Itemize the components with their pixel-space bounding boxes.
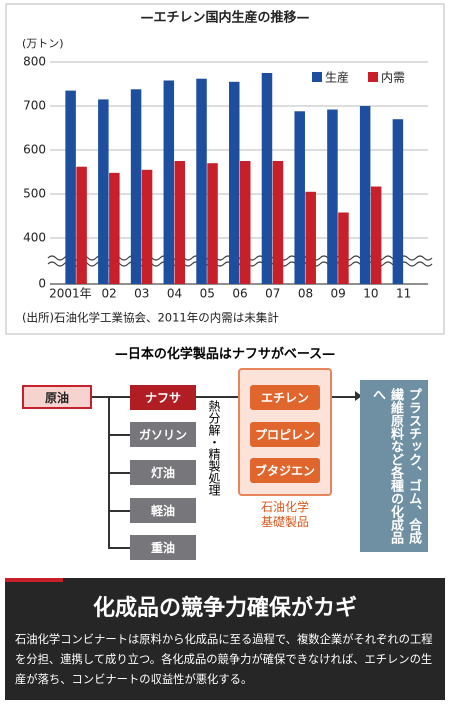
bar	[65, 90, 76, 284]
arrow-head	[355, 391, 362, 401]
output-label: プラスチック、ゴム、合成繊維原料など各種の化成品へ	[370, 388, 421, 544]
product-node: ガソリン	[130, 422, 196, 447]
basic-node: ブタジエン	[250, 458, 320, 483]
x-tick-label: 03	[134, 287, 149, 301]
bar	[305, 191, 316, 284]
body: 石油化学コンビナートは原料から化成品に至る過程で、複数企業がそれぞれの工程を分担…	[15, 633, 433, 686]
y-tick-label: 800	[23, 55, 46, 69]
chart-frame	[5, 3, 445, 335]
bar	[207, 163, 218, 284]
basic-label: 石油化学基礎製品	[260, 500, 309, 529]
x-tick-label: 09	[331, 287, 346, 301]
bar	[294, 111, 305, 284]
chart-title: —エチレン国内生産の推移—	[140, 10, 309, 26]
x-tick-label: 02	[101, 287, 116, 301]
x-tick-label: 08	[298, 287, 313, 301]
bar	[359, 106, 371, 284]
x-tick-label: 05	[200, 287, 215, 301]
arrow	[108, 510, 130, 512]
product-node: 軽油	[130, 498, 196, 523]
basic-node: プロピレン	[250, 422, 320, 447]
bar	[141, 169, 153, 284]
bar	[327, 109, 338, 285]
arrow	[108, 547, 130, 549]
bar	[261, 73, 273, 284]
diagram-title: —日本の化学製品はナフサがベース—	[114, 347, 336, 362]
y-tick-label: 400	[23, 231, 46, 245]
legend-swatch	[368, 72, 378, 82]
y-axis-label: (万トン)	[22, 37, 64, 50]
crude-node: 原油	[22, 385, 92, 409]
legend-label: 内需	[381, 71, 405, 85]
arrow	[196, 396, 240, 398]
process-label: 熱分解・精製処理	[207, 400, 221, 496]
x-tick-label: 07	[265, 287, 280, 301]
chart: —エチレン国内生産の推移— (万トン) (出所)石油化学工業協会、2011年の内…	[5, 3, 445, 335]
arrow	[332, 396, 356, 398]
x-tick-label: 10	[363, 287, 378, 301]
product-node: 重油	[130, 535, 196, 560]
bar	[109, 172, 120, 284]
bar	[196, 78, 207, 284]
bar	[163, 80, 175, 284]
accent	[5, 578, 63, 582]
bar	[98, 99, 109, 285]
x-tick-label: 06	[232, 287, 247, 301]
y-tick-label: 0	[38, 277, 46, 291]
legend-label: 生産	[325, 70, 349, 85]
bar	[174, 161, 186, 284]
source-note: (出所)石油化学工業協会、2011年の内需は未集計	[22, 311, 279, 325]
bar	[229, 81, 240, 284]
basic-node: エチレン	[250, 385, 320, 410]
y-tick-label: 600	[23, 143, 46, 157]
product-node: 灯油	[130, 460, 196, 485]
y-tick-label: 700	[23, 99, 46, 113]
naphtha-node: ナフサ	[130, 385, 196, 410]
x-tick-label: 04	[167, 287, 182, 301]
bar	[392, 119, 404, 284]
y-tick-label: 500	[23, 187, 46, 201]
legend-swatch	[312, 72, 322, 82]
output-box	[360, 380, 428, 552]
x-tick-label: 2001年	[49, 287, 92, 301]
bar	[76, 166, 87, 284]
bar	[130, 89, 142, 284]
bar	[272, 161, 284, 284]
bar	[338, 212, 349, 284]
article: 化成品の競争力確保がカギ 石油化学コンビナートは原料から化成品に至る過程で、複数…	[5, 578, 445, 700]
headline: 化成品の競争力確保がカギ	[92, 596, 357, 621]
bar	[240, 161, 251, 284]
arrow	[108, 434, 130, 436]
arrow	[108, 472, 130, 474]
bar	[370, 186, 382, 284]
x-tick-label: 11	[396, 287, 411, 301]
arrow	[92, 396, 130, 398]
